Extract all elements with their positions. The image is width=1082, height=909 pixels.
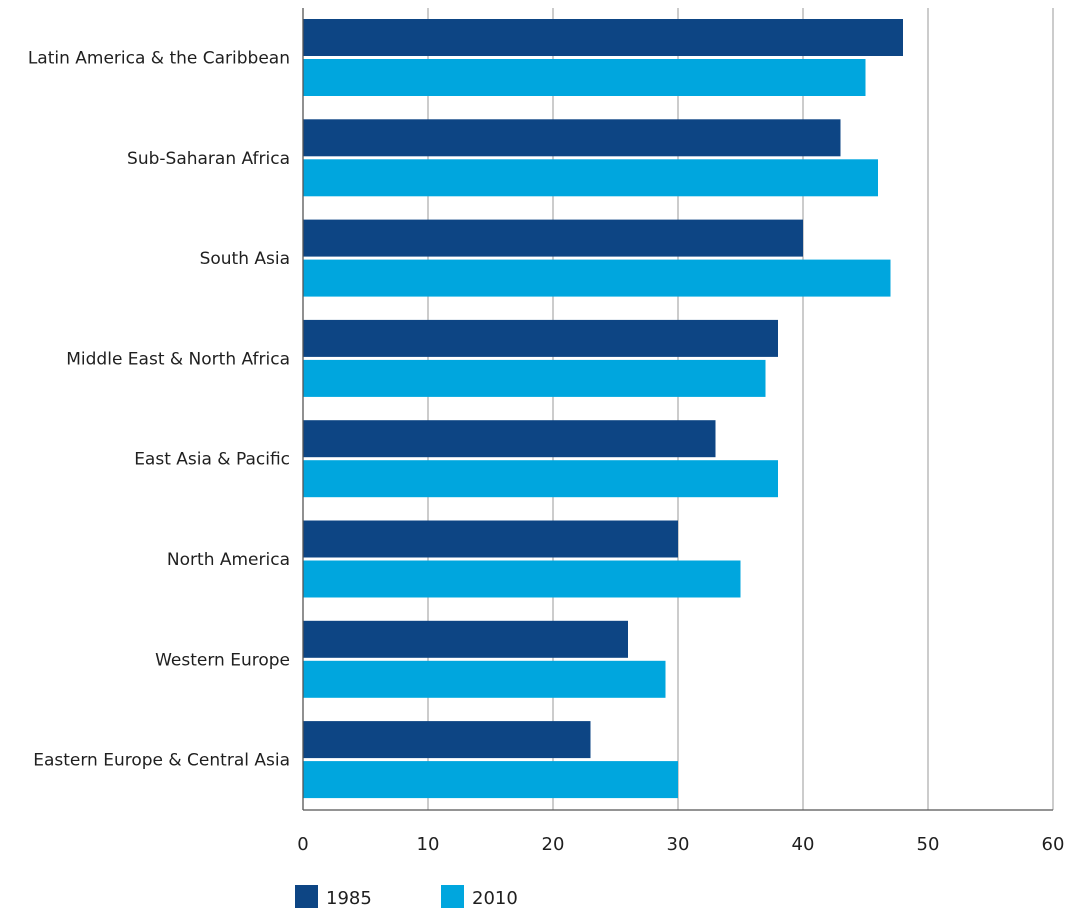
bars-group	[303, 19, 903, 799]
x-tick-label: 50	[917, 834, 940, 855]
bar-2010	[303, 359, 766, 397]
legend: 1985 2010	[295, 885, 518, 909]
bar-1985	[303, 119, 841, 157]
bar-1985	[303, 520, 678, 558]
bar-1985	[303, 219, 803, 257]
legend-label-1985: 1985	[326, 888, 372, 909]
bar-1985	[303, 19, 903, 56]
x-tick-label: 20	[542, 834, 565, 855]
bar-2010	[303, 259, 891, 297]
legend-swatch-2010	[441, 885, 464, 908]
category-label: South Asia	[200, 249, 290, 269]
bar-2010	[303, 460, 778, 498]
bar-2010	[303, 660, 666, 698]
x-tick-label: 0	[297, 834, 308, 855]
x-tick-label: 30	[667, 834, 690, 855]
category-labels: Latin America & the Caribbean Sub-Saharan…	[28, 49, 290, 771]
category-label: East Asia & Pacific	[134, 450, 290, 470]
category-label: Middle East & North Africa	[66, 349, 290, 369]
bar-2010	[303, 159, 878, 197]
category-label: Western Europe	[155, 650, 290, 670]
bar-2010	[303, 59, 866, 96]
bar-1985	[303, 420, 716, 458]
legend-label-2010: 2010	[472, 888, 518, 909]
category-label: North America	[167, 550, 290, 570]
bar-1985	[303, 319, 778, 357]
category-label: Eastern Europe & Central Asia	[33, 751, 290, 771]
bar-2010	[303, 761, 678, 799]
x-tick-label: 60	[1042, 834, 1065, 855]
category-label: Latin America & the Caribbean	[28, 49, 290, 69]
axes	[302, 8, 1053, 811]
category-label: Sub-Saharan Africa	[127, 149, 290, 169]
legend-swatch-1985	[295, 885, 318, 908]
bar-2010	[303, 560, 741, 598]
bar-1985	[303, 620, 628, 658]
x-tick-label: 40	[792, 834, 815, 855]
x-tick-label: 10	[417, 834, 440, 855]
x-tick-labels: 0 10 20 30 40 50 60	[297, 834, 1064, 855]
bar-1985	[303, 721, 591, 759]
